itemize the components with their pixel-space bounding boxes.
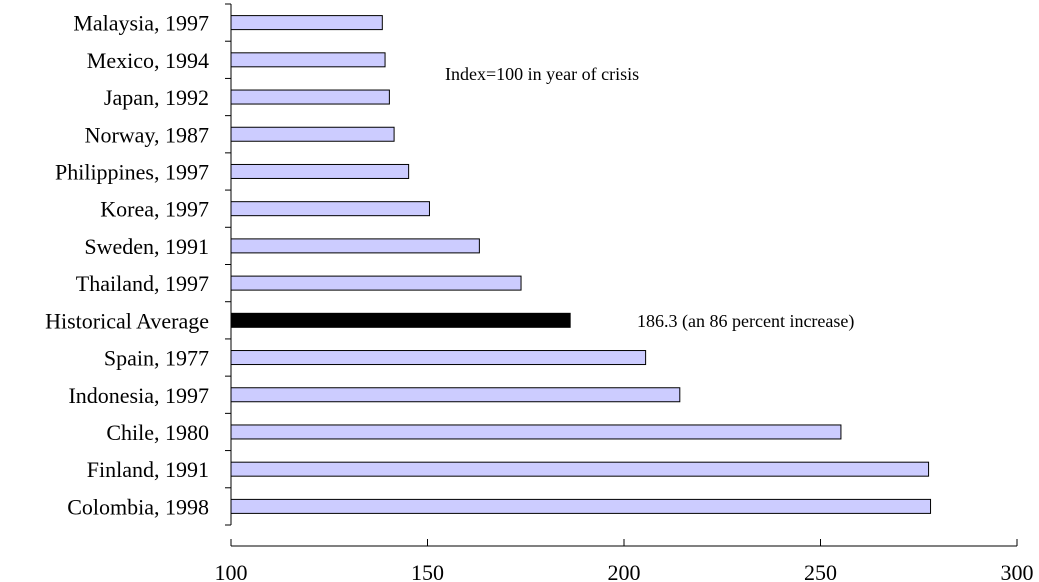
bar-spain-1977 — [230, 350, 647, 366]
x-tick-label-250: 250 — [804, 560, 837, 582]
category-label-spain-1977: Spain, 1977 — [104, 346, 209, 371]
x-tick-label-100: 100 — [215, 560, 248, 582]
category-label-sweden-1991: Sweden, 1991 — [84, 234, 209, 259]
category-label-mexico-1994: Mexico, 1994 — [87, 48, 209, 73]
bar-indonesia-1997 — [230, 387, 681, 403]
category-label-indonesia-1997: Indonesia, 1997 — [68, 383, 209, 408]
category-label-chile-1980: Chile, 1980 — [106, 420, 209, 445]
category-label-thailand-1997: Thailand, 1997 — [76, 271, 209, 296]
bar-norway-1987 — [230, 126, 395, 142]
category-label-historical-average: Historical Average — [45, 308, 209, 333]
plot-area: Malaysia, 1997 Mexico, 1994 Japan, 1992 Nor… — [45, 3, 1034, 582]
bar-sweden-1991 — [230, 238, 480, 254]
bar-mexico-1994 — [230, 52, 386, 68]
category-label-colombia-1998: Colombia, 1998 — [67, 494, 209, 519]
category-label-philippines-1997: Philippines, 1997 — [55, 159, 209, 184]
bar-japan-1992 — [230, 89, 390, 105]
category-label-japan-1992: Japan, 1992 — [104, 85, 209, 110]
bar-malaysia-1997 — [230, 15, 383, 31]
annotation-average-note: 186.3 (an 86 percent increase) — [637, 311, 854, 332]
category-label-finland-1991: Finland, 1991 — [87, 457, 209, 482]
bar-philippines-1997 — [230, 163, 410, 179]
x-tick-label-200: 200 — [608, 560, 641, 582]
bar-thailand-1997 — [230, 275, 522, 291]
category-label-korea-1997: Korea, 1997 — [100, 197, 209, 222]
x-tick-label-150: 150 — [411, 560, 444, 582]
bar-historical-average — [230, 312, 571, 328]
bar-colombia-1998 — [230, 498, 932, 514]
bar-finland-1991 — [230, 461, 930, 477]
annotation-index-note: Index=100 in year of crisis — [445, 64, 639, 84]
category-label-norway-1987: Norway, 1987 — [85, 122, 209, 147]
bar-korea-1997 — [230, 201, 430, 217]
x-tick-label-300: 300 — [1001, 560, 1034, 582]
category-label-malaysia-1997: Malaysia, 1997 — [73, 11, 209, 36]
bar-chile-1980 — [230, 424, 842, 440]
